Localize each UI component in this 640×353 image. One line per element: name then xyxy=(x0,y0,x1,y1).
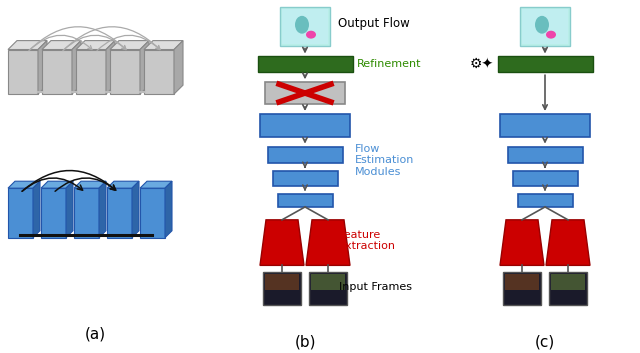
Polygon shape xyxy=(41,181,73,188)
Polygon shape xyxy=(99,181,106,238)
Bar xyxy=(518,194,573,207)
Polygon shape xyxy=(140,41,149,94)
Bar xyxy=(42,49,72,94)
Polygon shape xyxy=(76,41,115,49)
FancyArrowPatch shape xyxy=(22,178,83,191)
FancyArrowPatch shape xyxy=(63,27,160,50)
Bar xyxy=(265,82,345,104)
Polygon shape xyxy=(546,220,590,265)
Bar xyxy=(500,114,590,137)
Polygon shape xyxy=(38,41,47,94)
Bar xyxy=(278,194,333,207)
Text: Flow
Estimation
Modules: Flow Estimation Modules xyxy=(355,144,414,177)
Bar xyxy=(513,171,578,186)
Text: Output Flow: Output Flow xyxy=(338,17,410,30)
Polygon shape xyxy=(132,181,139,238)
Bar xyxy=(273,171,338,186)
Ellipse shape xyxy=(306,31,316,38)
Bar xyxy=(74,188,99,238)
Bar xyxy=(311,274,345,290)
Polygon shape xyxy=(8,41,47,49)
Bar xyxy=(503,272,541,305)
Text: (c): (c) xyxy=(535,335,555,350)
Text: (a): (a) xyxy=(84,327,106,342)
Polygon shape xyxy=(174,41,183,94)
Polygon shape xyxy=(72,41,81,94)
Bar xyxy=(282,9,328,43)
Bar xyxy=(263,272,301,305)
Bar xyxy=(498,56,593,72)
Text: ⚙✦: ⚙✦ xyxy=(470,58,494,71)
Polygon shape xyxy=(144,41,183,49)
Polygon shape xyxy=(500,220,544,265)
Ellipse shape xyxy=(295,16,309,34)
Bar xyxy=(258,56,353,72)
Polygon shape xyxy=(42,41,81,49)
Bar xyxy=(260,114,350,137)
Polygon shape xyxy=(33,181,40,238)
Bar xyxy=(76,49,106,94)
Bar xyxy=(107,188,132,238)
Bar xyxy=(549,272,587,305)
Ellipse shape xyxy=(535,16,549,34)
Bar xyxy=(8,49,38,94)
FancyArrowPatch shape xyxy=(22,170,116,191)
Polygon shape xyxy=(165,181,172,238)
FancyArrowPatch shape xyxy=(97,35,160,50)
Text: Refinement: Refinement xyxy=(357,59,422,70)
Bar xyxy=(265,274,299,290)
Polygon shape xyxy=(140,181,172,188)
Bar xyxy=(41,188,66,238)
Polygon shape xyxy=(260,220,304,265)
Bar xyxy=(551,274,585,290)
Text: Input Frames: Input Frames xyxy=(339,282,412,292)
Bar xyxy=(110,49,140,94)
Ellipse shape xyxy=(546,31,556,38)
Polygon shape xyxy=(74,181,106,188)
Bar xyxy=(309,272,347,305)
Bar xyxy=(520,7,570,46)
Text: Feature
Extraction: Feature Extraction xyxy=(339,230,396,251)
Bar xyxy=(505,274,539,290)
Polygon shape xyxy=(106,41,115,94)
Polygon shape xyxy=(110,41,149,49)
FancyArrowPatch shape xyxy=(63,35,126,50)
Bar xyxy=(8,188,33,238)
Bar xyxy=(508,146,583,163)
FancyArrowPatch shape xyxy=(29,35,92,50)
Text: (b): (b) xyxy=(294,335,316,350)
FancyArrowPatch shape xyxy=(55,178,116,191)
Bar xyxy=(140,188,165,238)
Bar xyxy=(522,9,568,43)
Polygon shape xyxy=(8,181,40,188)
Polygon shape xyxy=(107,181,139,188)
Bar xyxy=(144,49,174,94)
Polygon shape xyxy=(66,181,73,238)
Bar xyxy=(280,7,330,46)
FancyArrowPatch shape xyxy=(29,27,126,50)
Polygon shape xyxy=(306,220,350,265)
Bar xyxy=(268,146,343,163)
